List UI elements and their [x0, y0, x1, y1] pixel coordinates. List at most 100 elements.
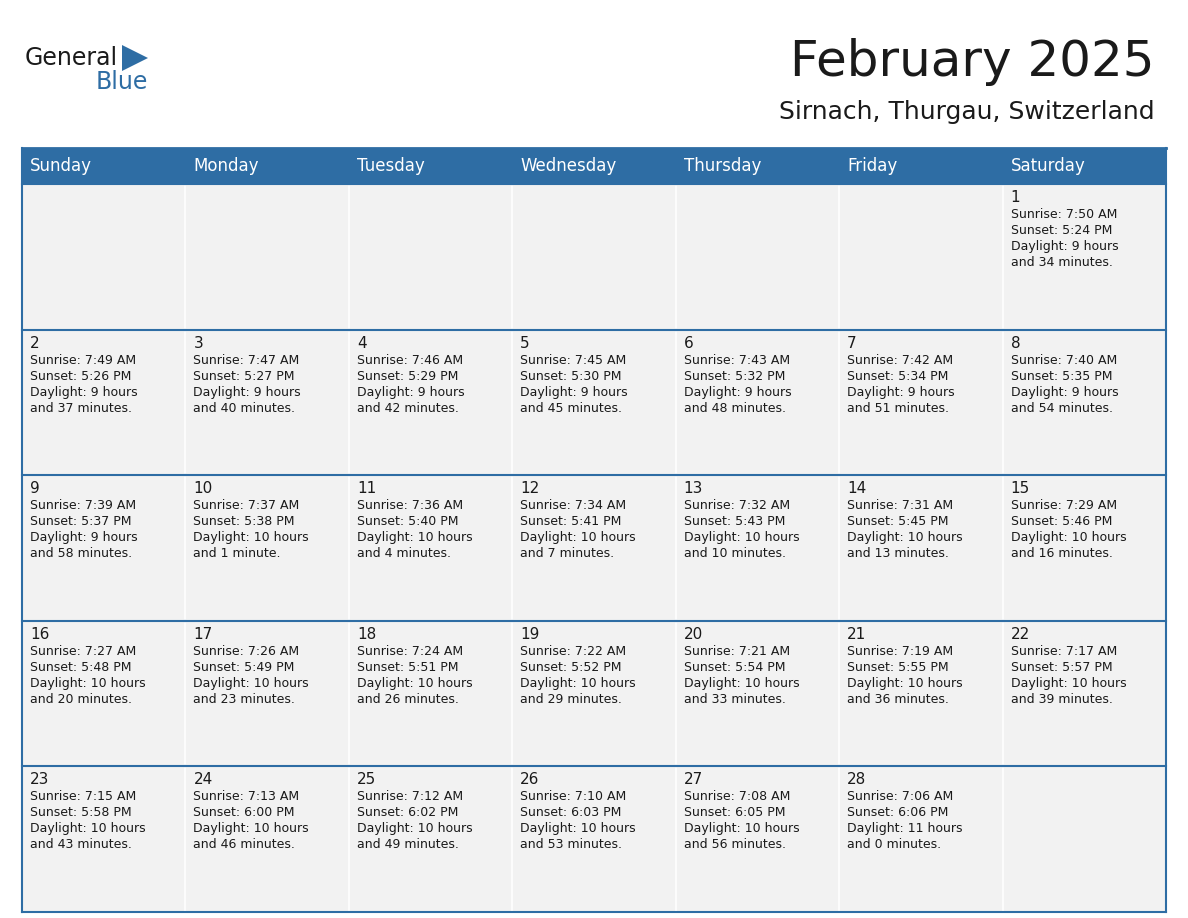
Text: and 54 minutes.: and 54 minutes. — [1011, 401, 1113, 415]
Text: 12: 12 — [520, 481, 539, 497]
Text: 5: 5 — [520, 336, 530, 351]
Text: Sunset: 5:57 PM: Sunset: 5:57 PM — [1011, 661, 1112, 674]
Bar — [839, 621, 1003, 767]
Text: Daylight: 10 hours: Daylight: 10 hours — [520, 677, 636, 689]
Text: 2: 2 — [30, 336, 39, 351]
Text: Wednesday: Wednesday — [520, 157, 617, 175]
Text: Sunrise: 7:19 AM: Sunrise: 7:19 AM — [847, 644, 953, 658]
Text: Sunrise: 7:08 AM: Sunrise: 7:08 AM — [684, 790, 790, 803]
Polygon shape — [122, 45, 148, 71]
Text: 4: 4 — [356, 336, 366, 351]
Text: and 33 minutes.: and 33 minutes. — [684, 693, 785, 706]
Bar — [676, 767, 839, 912]
Bar — [23, 621, 185, 767]
Text: Sunset: 5:24 PM: Sunset: 5:24 PM — [1011, 224, 1112, 237]
Text: 15: 15 — [1011, 481, 1030, 497]
Text: Daylight: 10 hours: Daylight: 10 hours — [30, 677, 146, 689]
Text: Daylight: 9 hours: Daylight: 9 hours — [30, 386, 138, 398]
Text: Daylight: 10 hours: Daylight: 10 hours — [356, 823, 473, 835]
Text: and 48 minutes.: and 48 minutes. — [684, 401, 785, 415]
Text: Daylight: 9 hours: Daylight: 9 hours — [1011, 386, 1118, 398]
Text: Sunrise: 7:21 AM: Sunrise: 7:21 AM — [684, 644, 790, 658]
Text: Daylight: 10 hours: Daylight: 10 hours — [356, 677, 473, 689]
Text: Daylight: 10 hours: Daylight: 10 hours — [1011, 532, 1126, 544]
Text: Sunset: 5:35 PM: Sunset: 5:35 PM — [1011, 370, 1112, 383]
Text: Sunset: 5:55 PM: Sunset: 5:55 PM — [847, 661, 949, 674]
Text: Blue: Blue — [95, 70, 148, 94]
Text: and 7 minutes.: and 7 minutes. — [520, 547, 614, 560]
Text: Sunset: 5:27 PM: Sunset: 5:27 PM — [194, 370, 295, 383]
Text: Daylight: 10 hours: Daylight: 10 hours — [30, 823, 146, 835]
Text: and 39 minutes.: and 39 minutes. — [1011, 693, 1112, 706]
Text: Sunrise: 7:45 AM: Sunrise: 7:45 AM — [520, 353, 626, 366]
Text: Sunrise: 7:34 AM: Sunrise: 7:34 AM — [520, 499, 626, 512]
Text: Sunset: 5:52 PM: Sunset: 5:52 PM — [520, 661, 621, 674]
Text: Sunset: 5:41 PM: Sunset: 5:41 PM — [520, 515, 621, 528]
Text: Saturday: Saturday — [1011, 157, 1086, 175]
Text: Sunset: 5:26 PM: Sunset: 5:26 PM — [30, 370, 132, 383]
Text: Daylight: 9 hours: Daylight: 9 hours — [1011, 240, 1118, 253]
Text: Sunrise: 7:31 AM: Sunrise: 7:31 AM — [847, 499, 953, 512]
Text: Sunset: 5:54 PM: Sunset: 5:54 PM — [684, 661, 785, 674]
Text: 25: 25 — [356, 772, 377, 788]
Text: 6: 6 — [684, 336, 694, 351]
Text: February 2025: February 2025 — [790, 38, 1155, 86]
Text: and 37 minutes.: and 37 minutes. — [30, 401, 132, 415]
Bar — [1003, 476, 1165, 621]
Bar — [349, 184, 512, 330]
Text: Sirnach, Thurgau, Switzerland: Sirnach, Thurgau, Switzerland — [779, 100, 1155, 124]
Bar — [23, 330, 185, 476]
Text: Thursday: Thursday — [684, 157, 762, 175]
Text: Sunset: 5:46 PM: Sunset: 5:46 PM — [1011, 515, 1112, 528]
Text: Daylight: 10 hours: Daylight: 10 hours — [1011, 677, 1126, 689]
Text: 13: 13 — [684, 481, 703, 497]
Text: Sunrise: 7:49 AM: Sunrise: 7:49 AM — [30, 353, 137, 366]
Text: Daylight: 10 hours: Daylight: 10 hours — [520, 532, 636, 544]
Text: Sunset: 6:05 PM: Sunset: 6:05 PM — [684, 806, 785, 820]
Bar — [185, 330, 349, 476]
Text: Friday: Friday — [847, 157, 897, 175]
Text: Sunset: 6:03 PM: Sunset: 6:03 PM — [520, 806, 621, 820]
Text: and 13 minutes.: and 13 minutes. — [847, 547, 949, 560]
Text: 26: 26 — [520, 772, 539, 788]
Text: Sunset: 5:38 PM: Sunset: 5:38 PM — [194, 515, 295, 528]
Text: 28: 28 — [847, 772, 866, 788]
Text: Sunrise: 7:12 AM: Sunrise: 7:12 AM — [356, 790, 463, 803]
Text: Daylight: 10 hours: Daylight: 10 hours — [847, 677, 962, 689]
Bar — [23, 148, 1165, 184]
Text: Daylight: 11 hours: Daylight: 11 hours — [847, 823, 962, 835]
Text: 9: 9 — [30, 481, 39, 497]
Text: Sunset: 5:58 PM: Sunset: 5:58 PM — [30, 806, 132, 820]
Text: 27: 27 — [684, 772, 703, 788]
Text: Sunrise: 7:29 AM: Sunrise: 7:29 AM — [1011, 499, 1117, 512]
Text: Sunrise: 7:32 AM: Sunrise: 7:32 AM — [684, 499, 790, 512]
Bar — [349, 621, 512, 767]
Text: Daylight: 10 hours: Daylight: 10 hours — [684, 823, 800, 835]
Text: Sunset: 6:06 PM: Sunset: 6:06 PM — [847, 806, 948, 820]
Text: Daylight: 10 hours: Daylight: 10 hours — [194, 823, 309, 835]
Text: Sunrise: 7:36 AM: Sunrise: 7:36 AM — [356, 499, 463, 512]
Bar — [839, 184, 1003, 330]
Text: Daylight: 9 hours: Daylight: 9 hours — [356, 386, 465, 398]
Text: and 0 minutes.: and 0 minutes. — [847, 838, 941, 851]
Text: and 29 minutes.: and 29 minutes. — [520, 693, 623, 706]
Bar — [676, 184, 839, 330]
Bar — [512, 767, 676, 912]
Text: Daylight: 10 hours: Daylight: 10 hours — [194, 677, 309, 689]
Text: Sunset: 5:29 PM: Sunset: 5:29 PM — [356, 370, 459, 383]
Text: Sunrise: 7:46 AM: Sunrise: 7:46 AM — [356, 353, 463, 366]
Text: 1: 1 — [1011, 190, 1020, 205]
Text: and 16 minutes.: and 16 minutes. — [1011, 547, 1112, 560]
Text: Daylight: 9 hours: Daylight: 9 hours — [520, 386, 628, 398]
Text: Sunrise: 7:26 AM: Sunrise: 7:26 AM — [194, 644, 299, 658]
Text: Sunrise: 7:24 AM: Sunrise: 7:24 AM — [356, 644, 463, 658]
Text: Sunrise: 7:06 AM: Sunrise: 7:06 AM — [847, 790, 954, 803]
Bar — [349, 476, 512, 621]
Text: Sunset: 6:00 PM: Sunset: 6:00 PM — [194, 806, 295, 820]
Text: 18: 18 — [356, 627, 377, 642]
Text: and 42 minutes.: and 42 minutes. — [356, 401, 459, 415]
Bar — [349, 330, 512, 476]
Bar — [349, 767, 512, 912]
Text: and 46 minutes.: and 46 minutes. — [194, 838, 296, 851]
Text: Sunrise: 7:10 AM: Sunrise: 7:10 AM — [520, 790, 626, 803]
